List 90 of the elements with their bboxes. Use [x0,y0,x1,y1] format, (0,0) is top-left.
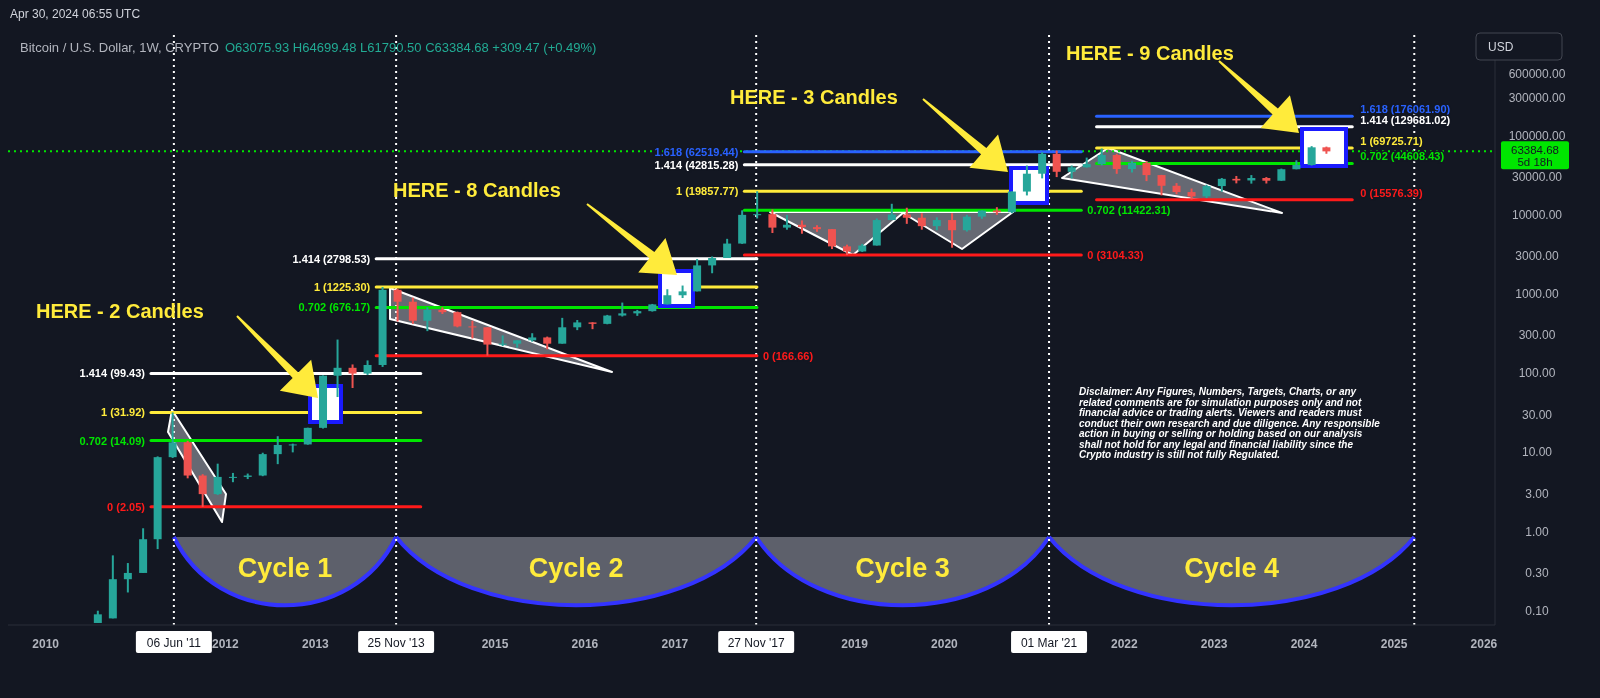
annotation: HERE - 9 Candles [1066,42,1234,64]
candlestick [558,316,567,345]
ref-line-label: 27 Nov '17 [727,636,785,650]
annotation: Cycle 1 [237,553,333,583]
candlestick [1038,151,1047,180]
candlestick [768,208,777,234]
series-label: 1 (19857.77) [675,185,739,198]
y-tick-label: 100000.00 [1508,128,1566,143]
x-tick-label: 2012 [211,637,239,651]
series-label: 0.702 (14.09) [79,434,146,447]
series-label: 0 (166.66) [762,349,814,362]
candlestick [213,462,222,496]
y-tick-label: 600000.00 [1508,67,1566,82]
annotation: HERE - 3 Candles [730,86,898,108]
candlestick [1007,190,1016,215]
series-label: 0 (3104.33) [1087,249,1144,262]
candlestick [827,228,836,251]
candlestick [423,306,432,333]
x-tick-label: 2015 [481,637,509,651]
candlestick [198,473,207,508]
x-tick-label: 2019 [841,637,869,651]
series-label: 1.618 (62519.44) [654,145,739,158]
series-label: 1.414 (2798.53) [292,252,371,265]
ref-line-label: 25 Nov '13 [367,636,425,650]
x-tick-label: 2013 [302,637,330,651]
candlestick [483,326,492,357]
annotation: Disclaimer: Any Figures, Numbers, Targets, Charts, or any related comments are for simulation purposes only and not financial advice or trading alerts. Viewers and readers must conduct their own research and due diligence. Any responsible action in buying or selling or holding based on our analysis shall not hold for any legal and financial liability since the Crypto industry is still not fully Regulated. [1079,386,1381,460]
text: 5d 18h [1517,156,1553,169]
series-label: 0 (15576.39) [1360,186,1423,199]
y-tick-label: 30.00 [1521,407,1553,422]
x-tick-label: 2025 [1380,637,1408,651]
candlestick [1307,145,1316,167]
series-label: 1 (1225.30) [313,281,371,294]
candlestick [408,296,417,325]
candlestick [348,363,357,390]
candlestick [393,287,402,323]
series-label: 1 (31.92) [100,406,146,419]
y-tick-label: 300000.00 [1508,90,1566,105]
series-label: 0 (2.05) [107,500,146,513]
annotation: Cycle 2 [528,553,624,583]
y-tick-label: 10.00 [1521,445,1553,460]
x-tick-label: 2017 [661,637,689,651]
x-tick-label: 2026 [1470,637,1498,651]
candlestick [168,411,177,459]
x-tick-label: 2022 [1111,637,1139,651]
text: Apr 30, 2024 06:55 UTC [10,7,141,21]
annotation: HERE - 2 Candles [36,300,204,322]
candlestick [1142,160,1151,183]
annotation: Cycle 3 [855,553,950,583]
candlestick [468,319,477,340]
y-tick-label: 0.30 [1525,565,1549,580]
candlestick [498,334,507,348]
y-tick-label: 300.00 [1518,328,1556,343]
annotation: Cycle 4 [1184,553,1279,583]
annotation: HERE - 8 Candles [393,179,561,201]
ref-line-label: 01 Mar '21 [1020,636,1078,650]
ref-line-label: 63384.68 [1511,144,1559,157]
ref-line-label: 06 Jun '11 [146,636,202,650]
currency-field: USD [1475,32,1563,61]
series-label: 0.702 (676.17) [298,301,371,314]
x-tick-label: 2010 [32,637,60,651]
candlestick [1052,149,1061,179]
series-label: 1 (69725.71) [1360,135,1423,148]
y-tick-label: 1.00 [1525,524,1549,539]
y-tick-label: 3000.00 [1515,249,1560,264]
candlestick [273,435,282,466]
y-tick-label: 100.00 [1518,366,1556,381]
x-tick-label: 2016 [571,637,599,651]
y-tick-label: 10000.00 [1511,207,1563,222]
candlestick [123,562,132,594]
candlestick [753,190,762,220]
series-label: 0.702 (44608.43) [1360,150,1445,163]
x-tick-label: 2020 [931,637,959,651]
series-label: 0.702 (11422.31) [1087,204,1171,217]
series-label: 1.414 (42815.28) [654,158,739,171]
y-tick-label: 0.10 [1525,603,1549,618]
x-tick-label: 2024 [1290,637,1318,651]
series-label: 1.618 (176061.90) [1360,103,1451,116]
chart-subtitle: O63075.93 H64699.48 L61790.50 C63384.68 +309.47 (+0.49%) [224,40,597,55]
candlestick [1112,152,1121,175]
candlestick [333,338,342,399]
series-label: 1.414 (99.43) [79,367,146,380]
candlestick [1022,164,1031,197]
annotation: USD [1488,40,1514,54]
candlestick [948,212,957,249]
chart-title: Bitcoin / U.S. Dollar, 1W, CRYPTO [20,40,219,55]
y-tick-label: 30000.00 [1511,170,1563,185]
y-tick-label: 1000.00 [1515,287,1560,302]
y-tick-label: 3.00 [1525,486,1549,501]
x-tick-label: 2023 [1200,637,1228,651]
